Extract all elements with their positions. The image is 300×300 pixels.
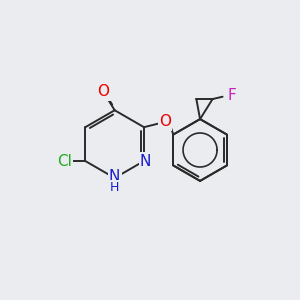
Text: Cl: Cl: [57, 154, 72, 169]
Text: F: F: [227, 88, 236, 103]
Text: N: N: [109, 169, 120, 184]
Text: O: O: [98, 85, 110, 100]
Text: O: O: [159, 114, 171, 129]
Text: H: H: [110, 181, 119, 194]
Text: N: N: [140, 154, 151, 169]
